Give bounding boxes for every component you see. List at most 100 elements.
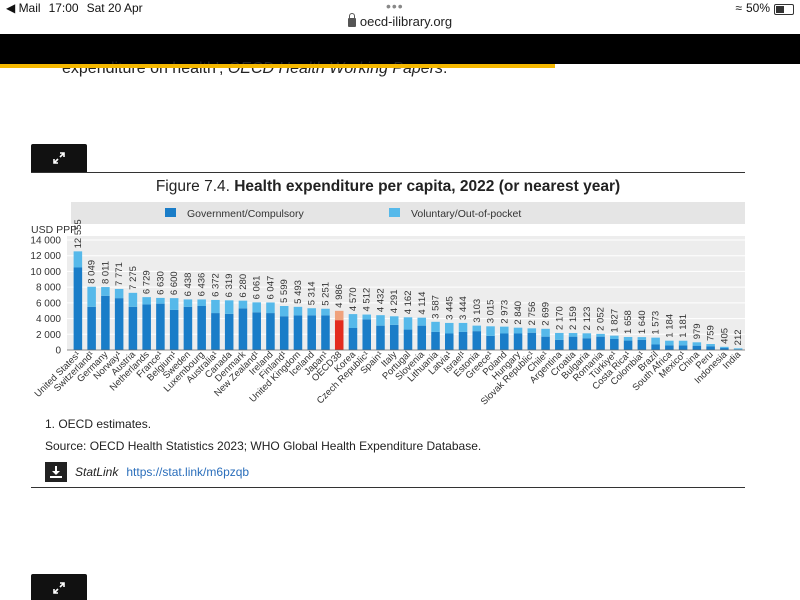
bar-voluntary <box>128 292 138 307</box>
bar-voluntary <box>582 333 592 339</box>
figure-top-rule <box>31 172 745 173</box>
data-label: 6 061 <box>252 276 263 300</box>
wifi-icon: ≈ <box>735 1 742 15</box>
bar-government <box>651 344 660 350</box>
data-label: 7 771 <box>114 262 125 286</box>
data-label: 6 729 <box>142 270 153 294</box>
data-label: 2 052 <box>596 307 607 331</box>
back-to-mail-link[interactable]: ◀ Mail <box>6 1 41 15</box>
data-label: 5 314 <box>307 281 318 305</box>
data-label: 12 555 <box>73 219 84 248</box>
bar-voluntary <box>472 325 482 332</box>
data-label: 1 658 <box>623 310 634 334</box>
bar-voluntary <box>541 328 550 337</box>
bar-voluntary <box>527 328 537 333</box>
ios-status-bar: ◀ Mail 17:00 Sat 20 Apr ••• ≈ 50% <box>0 0 800 34</box>
bar-voluntary <box>720 346 729 349</box>
data-label: 4 512 <box>362 288 373 312</box>
health-expenditure-chart: Government/Compulsory Voluntary/Out-of-po… <box>30 200 745 410</box>
data-label: 4 114 <box>417 292 428 315</box>
bar-government <box>197 306 206 350</box>
y-tick-label: 8 000 <box>36 283 61 294</box>
bar-voluntary <box>568 333 578 337</box>
data-label: 2 973 <box>499 300 510 324</box>
y-tick-label: 14 000 <box>31 236 61 247</box>
site-header-bar <box>0 34 800 64</box>
bar-voluntary <box>458 322 468 332</box>
bar-government <box>458 331 468 350</box>
data-label: 6 438 <box>183 273 194 297</box>
expand-next-figure-button[interactable] <box>31 574 87 600</box>
bar-government <box>513 333 523 350</box>
status-date: Sat 20 Apr <box>86 1 143 15</box>
bar-voluntary <box>169 298 179 310</box>
bar-government <box>472 331 482 350</box>
bar-government <box>376 325 385 350</box>
bar-government <box>101 295 110 350</box>
data-label: 3 015 <box>486 300 497 324</box>
legend-swatch-government <box>165 208 176 217</box>
data-label: 212 <box>733 329 744 345</box>
data-label: 5 599 <box>279 279 290 303</box>
figure-title: Figure 7.4. Health expenditure per capit… <box>31 178 745 196</box>
multitasking-dots-icon[interactable]: ••• <box>386 0 404 14</box>
battery-percent: 50% <box>745 1 770 15</box>
data-label: 2 123 <box>582 307 593 331</box>
statlink-label: StatLink <box>75 465 119 479</box>
url-text: oecd-ilibrary.org <box>359 14 453 29</box>
bar-voluntary <box>623 336 633 341</box>
address-bar[interactable]: oecd-ilibrary.org <box>0 13 800 29</box>
bar-government <box>417 325 427 350</box>
data-label: 1 827 <box>609 309 620 333</box>
bar-voluntary <box>362 314 371 320</box>
bar-voluntary <box>114 288 124 299</box>
bar-voluntary <box>651 337 660 345</box>
y-tick-label: 10 000 <box>31 267 61 278</box>
data-label: 3 445 <box>444 296 455 320</box>
bar-government <box>142 304 151 350</box>
chart-svg: Government/Compulsory Voluntary/Out-of-po… <box>30 202 745 408</box>
bar-government <box>637 339 647 350</box>
bar-voluntary <box>101 287 110 296</box>
expand-figure-button[interactable] <box>31 144 87 172</box>
data-label: 1 640 <box>637 310 648 334</box>
data-label: 1 184 <box>664 314 675 338</box>
y-tick-label: 12 000 <box>31 251 61 262</box>
data-label: 7 275 <box>128 266 139 290</box>
legend-label-voluntary: Voluntary/Out-of-pocket <box>411 208 521 220</box>
statlink: StatLink https://stat.link/m6pzqb <box>45 462 249 482</box>
legend-swatch-voluntary <box>389 208 400 217</box>
bar-government <box>238 308 248 350</box>
bar-government <box>389 324 399 350</box>
reference-text-italic: OECD Health Working Papers <box>227 60 444 77</box>
bar-government <box>252 312 261 350</box>
data-label: 1 573 <box>651 311 662 335</box>
bar-government <box>445 333 454 350</box>
download-icon[interactable] <box>45 462 67 482</box>
bar-voluntary <box>403 317 413 330</box>
bar-government <box>211 313 220 350</box>
status-right: ≈ 50% <box>735 1 794 15</box>
bar-voluntary <box>321 308 330 316</box>
bar-government <box>527 332 537 350</box>
y-tick-label: 0 <box>55 346 61 357</box>
bar-voluntary <box>486 326 495 336</box>
bar-voluntary <box>733 348 743 350</box>
data-label: 3 444 <box>458 296 469 320</box>
bar-voluntary <box>238 300 248 309</box>
bar-voluntary <box>389 316 399 325</box>
data-label: 2 756 <box>527 302 538 326</box>
bar-voluntary <box>445 322 454 334</box>
bar-voluntary <box>431 321 440 332</box>
data-label: 8 011 <box>100 261 111 284</box>
y-tick-label: 6 000 <box>36 298 61 309</box>
bar-voluntary <box>266 302 275 314</box>
statlink-url[interactable]: https://stat.link/m6pzqb <box>126 465 250 479</box>
data-label: 5 493 <box>293 280 304 304</box>
legend-band <box>71 202 745 224</box>
data-label: 5 251 <box>320 282 331 306</box>
bar-voluntary <box>348 314 358 328</box>
reference-text-plain: expenditure on health', <box>62 60 228 77</box>
data-label: 2 699 <box>541 302 552 326</box>
bar-voluntary <box>596 333 605 337</box>
